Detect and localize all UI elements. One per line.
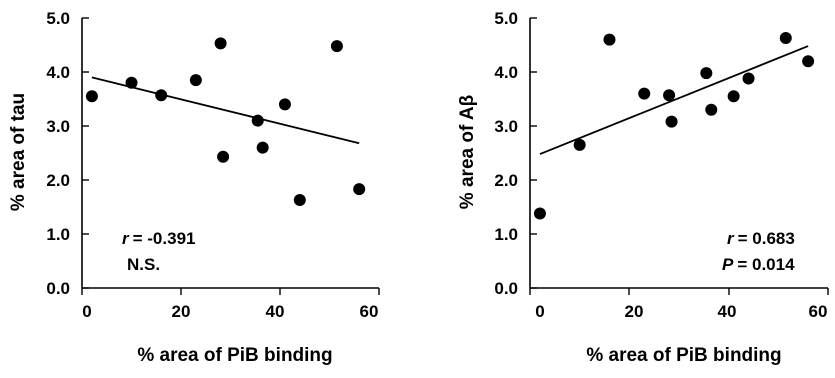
chart-abeta-p-stat: P = 0.014: [722, 255, 795, 274]
x-tick: 40: [718, 288, 737, 321]
x-tick-label: 20: [172, 302, 191, 321]
x-tick: 0: [81, 288, 92, 321]
chart-abeta-data-point: [705, 103, 718, 116]
chart-abeta-data-point: [742, 72, 755, 85]
chart-tau-data-point: [217, 150, 230, 163]
chart-tau-x-axis-title: % area of PiB binding: [137, 345, 332, 366]
y-tick: 5.0: [494, 9, 537, 28]
y-tick: 2.0: [46, 171, 89, 190]
chart-abeta-r-stat: r = 0.683: [727, 229, 795, 248]
chart-tau-regression-line: [91, 76, 360, 145]
y-tick: 4.0: [494, 63, 537, 82]
y-tick-label: 4.0: [494, 63, 518, 82]
x-tick-label: 40: [266, 302, 285, 321]
chart-tau-data-point: [353, 183, 366, 196]
x-tick-label: 40: [718, 302, 737, 321]
y-tick-label: 1.0: [46, 225, 70, 244]
chart-abeta-x-ticks: 0 20 40 60: [529, 288, 829, 321]
x-tick: 40: [266, 288, 285, 321]
chart-tau: 0.0 1.0 2.0 3.0 4.0 5.0 0 20 40 60 % are…: [8, 9, 380, 366]
chart-abeta-y-axis-title: % area of Aβ: [457, 95, 478, 209]
y-tick-label: 0.0: [494, 279, 518, 298]
y-tick: 3.0: [46, 117, 89, 136]
x-tick: 60: [360, 288, 380, 321]
chart-abeta-data-point: [663, 89, 676, 102]
chart-tau-data-point: [189, 74, 202, 87]
chart-abeta-data-point: [727, 90, 740, 103]
x-tick-label: 0: [82, 302, 91, 321]
chart-abeta-data-point: [638, 87, 651, 100]
chart-tau-data-point: [251, 114, 264, 127]
y-tick: 1.0: [494, 225, 537, 244]
x-tick: 60: [809, 288, 829, 321]
chart-tau-data-point: [278, 98, 291, 111]
chart-tau-data-point: [293, 193, 306, 206]
y-tick-label: 3.0: [494, 117, 518, 136]
x-tick: 0: [529, 288, 545, 321]
chart-abeta-data-point: [665, 115, 678, 128]
chart-abeta-axes: [529, 18, 828, 289]
y-tick: 5.0: [46, 9, 89, 28]
chart-abeta-marks: [533, 31, 815, 220]
y-tick-label: 2.0: [46, 171, 70, 190]
y-tick-label: 4.0: [46, 63, 70, 82]
chart-abeta-data-point: [802, 55, 815, 68]
chart-tau-data-point: [125, 76, 138, 89]
chart-abeta-data-point: [779, 31, 792, 44]
chart-tau-data-point: [214, 37, 227, 50]
chart-abeta-x-axis-title: % area of PiB binding: [586, 345, 781, 366]
chart-abeta-data-point: [573, 138, 586, 151]
x-tick-label: 60: [360, 302, 379, 321]
chart-abeta-data-point: [700, 67, 713, 80]
chart-tau-r-stat: r = -0.391: [122, 229, 195, 248]
y-tick: 0.0: [46, 279, 89, 298]
chart-tau-marks: [85, 37, 366, 206]
y-tick-label: 5.0: [46, 9, 70, 28]
chart-abeta-y-ticks: 0.0 1.0 2.0 3.0 4.0 5.0: [494, 9, 537, 298]
y-tick: 4.0: [46, 63, 89, 82]
chart-tau-x-ticks: 0 20 40 60: [81, 288, 380, 321]
chart-tau-data-point: [155, 89, 168, 102]
chart-tau-data-point: [330, 40, 343, 53]
chart-abeta-data-point: [603, 33, 616, 46]
y-tick: 2.0: [494, 171, 537, 190]
chart-tau-significance: N.S.: [127, 255, 160, 274]
y-tick-label: 3.0: [46, 117, 70, 136]
x-tick-label: 20: [625, 302, 644, 321]
chart-tau-data-point: [256, 141, 269, 154]
y-tick-label: 2.0: [494, 171, 518, 190]
y-tick-label: 0.0: [46, 279, 70, 298]
x-tick-label: 60: [809, 302, 828, 321]
y-tick: 0.0: [494, 279, 537, 298]
y-tick: 3.0: [494, 117, 537, 136]
chart-abeta-data-point: [533, 207, 546, 220]
x-tick: 20: [172, 288, 191, 321]
chart-tau-y-ticks: 0.0 1.0 2.0 3.0 4.0 5.0: [46, 9, 89, 298]
y-tick-label: 1.0: [494, 225, 518, 244]
chart-tau-axes: [81, 18, 379, 289]
y-tick: 1.0: [46, 225, 89, 244]
chart-abeta-regression-line: [539, 45, 809, 155]
x-tick: 20: [625, 288, 644, 321]
chart-abeta: 0.0 1.0 2.0 3.0 4.0 5.0 0 20 40 60 % are…: [457, 9, 829, 366]
y-tick-label: 5.0: [494, 9, 518, 28]
chart-tau-y-axis-title: % area of tau: [8, 93, 29, 211]
chart-tau-data-point: [85, 90, 98, 103]
x-tick-label: 0: [535, 302, 544, 321]
